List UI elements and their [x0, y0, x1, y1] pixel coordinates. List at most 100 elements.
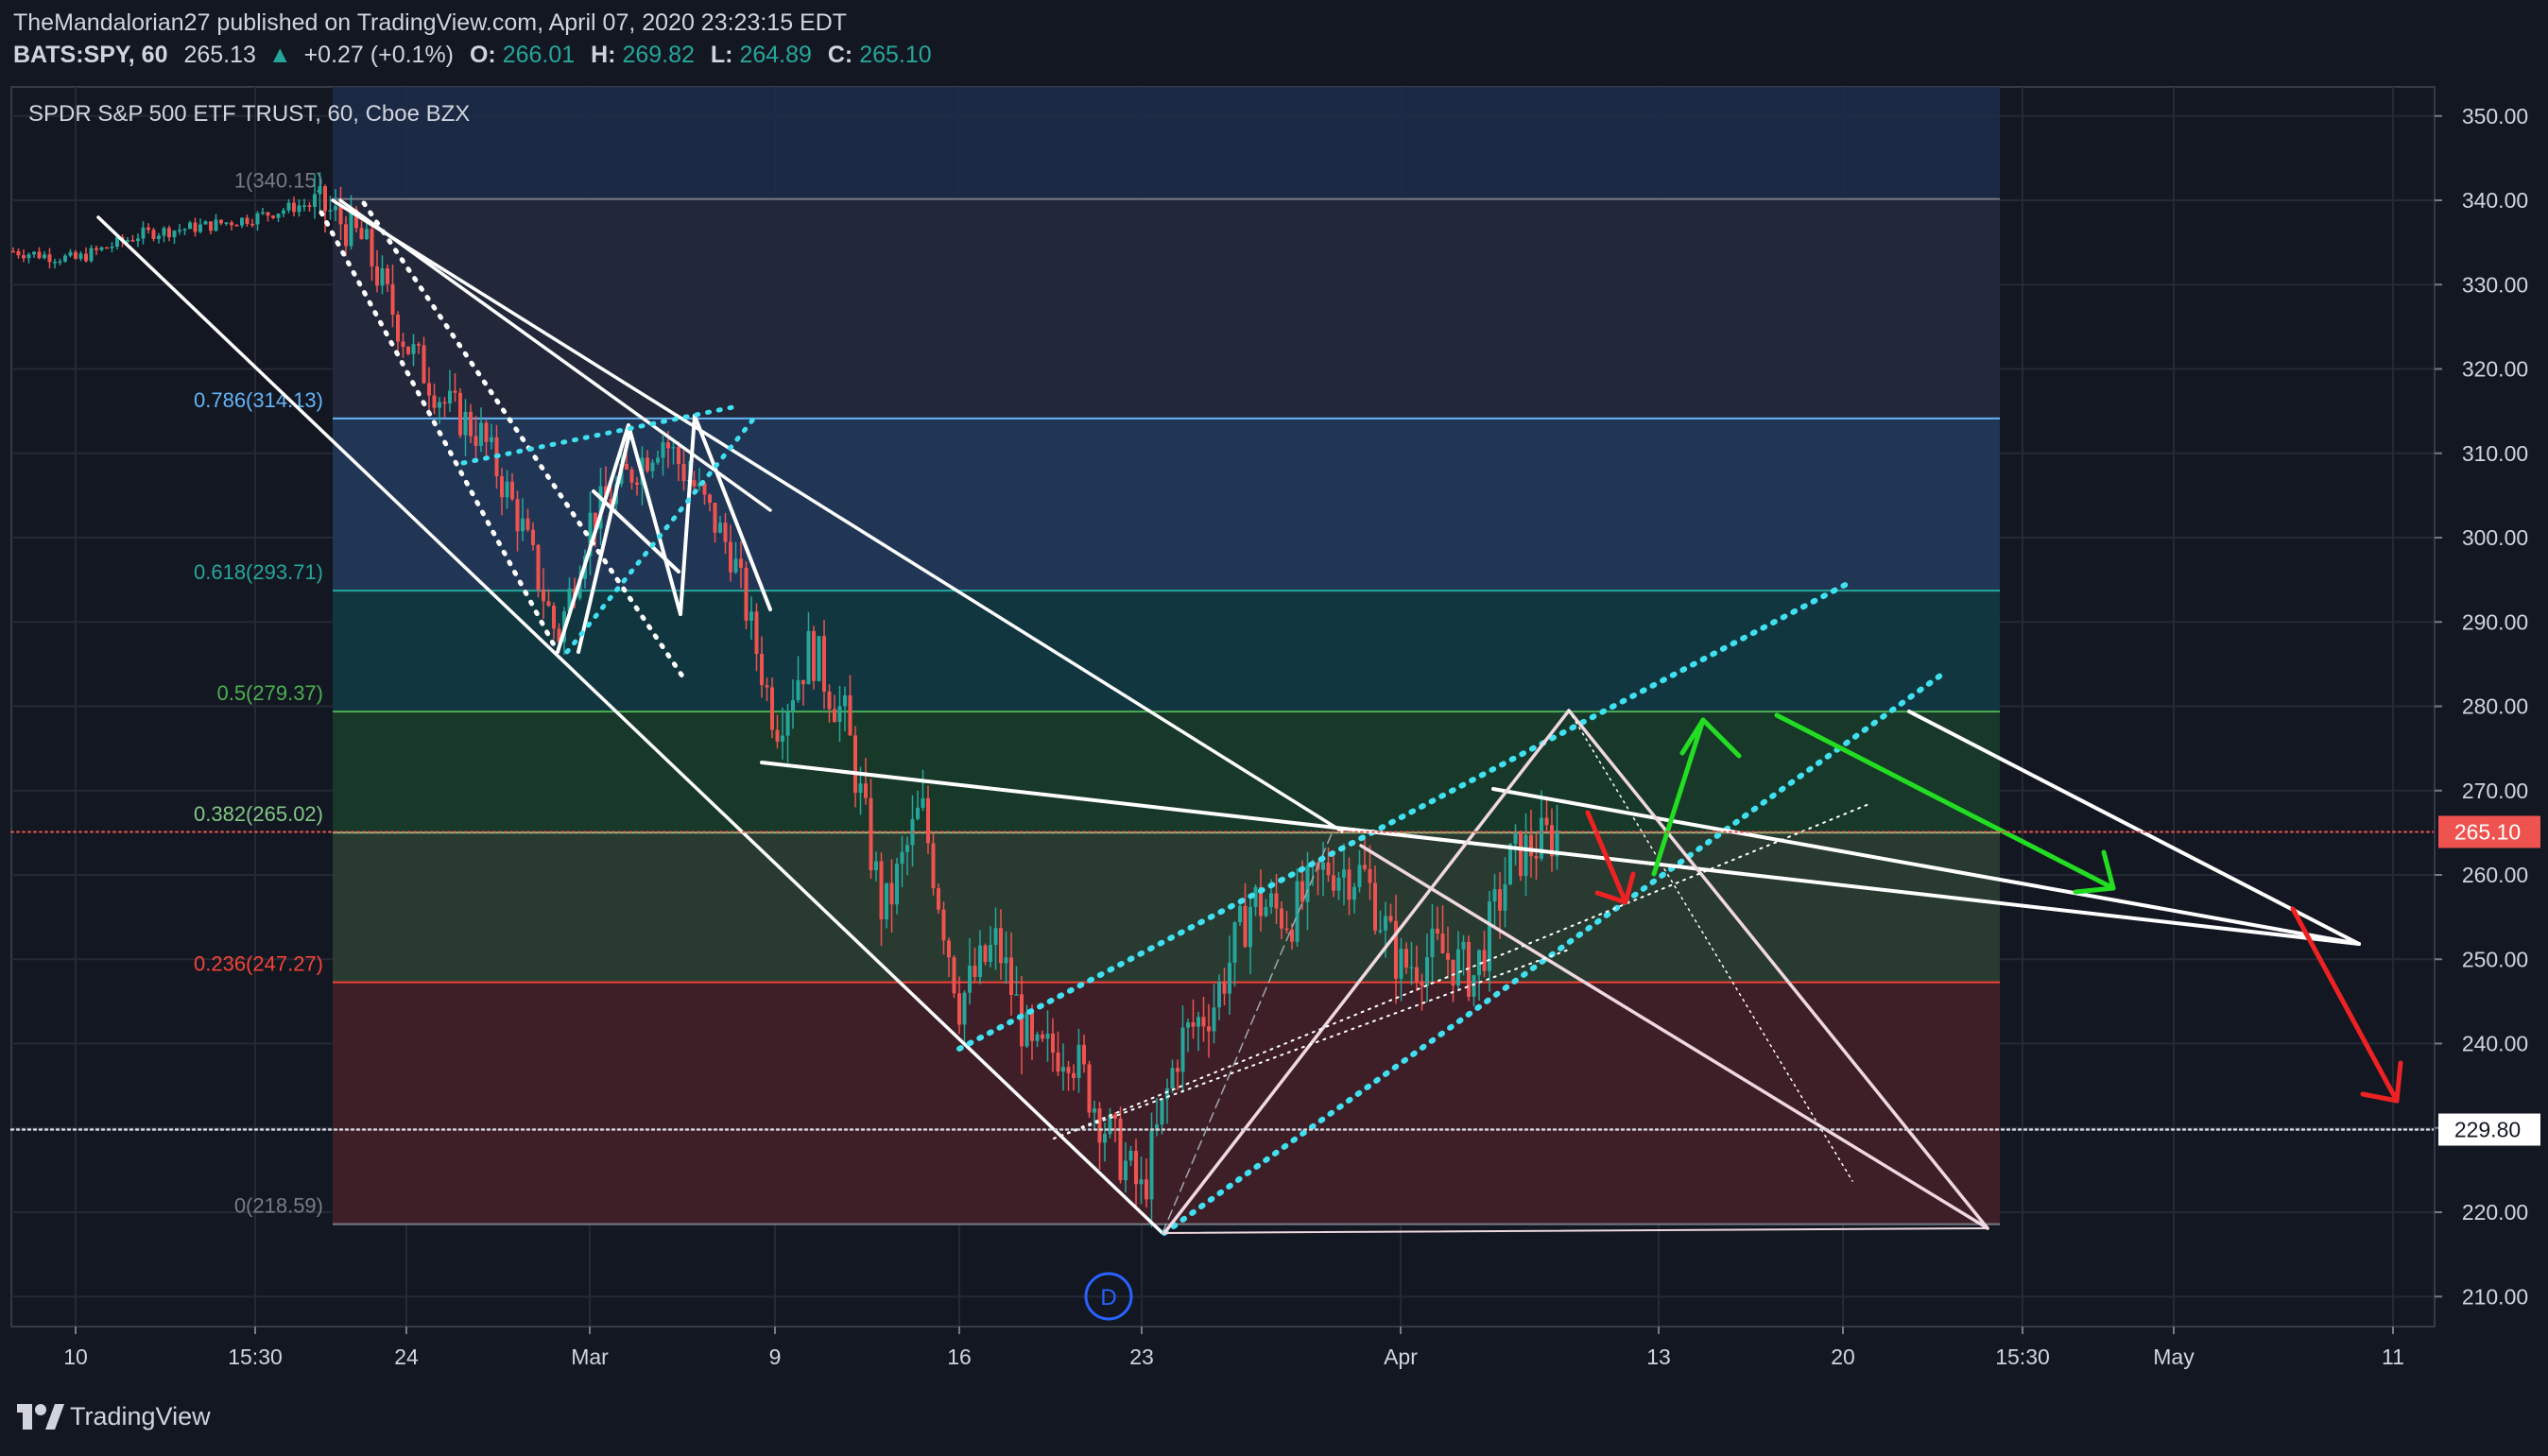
candle-body — [1197, 1017, 1200, 1027]
candle-body — [812, 630, 816, 681]
candle-body — [708, 494, 712, 504]
candle-body — [733, 558, 738, 573]
drawings — [9, 198, 2436, 1236]
candle-body — [490, 437, 493, 442]
candle-body — [744, 567, 749, 621]
candle-body — [588, 512, 593, 557]
price-change: +0.27 (+0.1%) — [304, 42, 454, 68]
candle-body — [37, 251, 42, 259]
candle-body — [781, 735, 784, 742]
candle-body — [1373, 882, 1377, 931]
candle-body — [1472, 975, 1476, 997]
price-tick-label: 240.00 — [2462, 1032, 2528, 1056]
candle-body — [1118, 1118, 1123, 1181]
candle-body — [635, 482, 639, 486]
candle-body — [203, 221, 208, 225]
candle-body — [1461, 941, 1466, 950]
candle-body — [1030, 1012, 1034, 1041]
close-label: C: — [828, 42, 852, 68]
fibonacci-retracement: 1(340.15) 0.786(314.13) 0.618(293.71) 0.5(2… — [194, 87, 2000, 1225]
candle-body — [16, 250, 21, 256]
chart-legend-title[interactable]: SPDR S&P 500 ETF TRUST, 60, Cboe BZX — [28, 101, 470, 127]
candle-body — [1035, 1034, 1040, 1041]
candle-body — [1524, 834, 1528, 877]
candle-body — [885, 882, 888, 919]
candle-body — [598, 486, 603, 529]
candle-body — [853, 735, 857, 794]
fib-level-label: 0.5(279.37) — [216, 681, 323, 705]
candle-body — [837, 706, 842, 723]
candle-body — [1399, 949, 1403, 979]
dividend-marker-label: D — [1100, 1285, 1116, 1310]
candle-body — [105, 247, 109, 249]
candle-body — [1498, 889, 1502, 911]
level-badge — [2438, 1113, 2540, 1146]
candle-body — [937, 888, 940, 910]
cyan-channel-line — [460, 403, 740, 466]
dividend-marker[interactable]: D — [1084, 1272, 1133, 1321]
candle-body — [1201, 1017, 1206, 1027]
trend-line — [627, 423, 682, 616]
candle-body — [713, 503, 717, 533]
candle-body — [1259, 886, 1263, 916]
candle-body — [255, 213, 260, 225]
candle-body — [89, 248, 94, 262]
candle-body — [43, 254, 46, 259]
candle-body — [1165, 1088, 1169, 1100]
candle-body — [354, 209, 358, 229]
price-tick-label: 220.00 — [2462, 1200, 2528, 1225]
candle-body — [22, 255, 26, 259]
candle-body — [577, 578, 582, 599]
candle-body — [68, 251, 73, 256]
tradingview-logo-icon — [17, 1404, 64, 1430]
candle-body — [515, 499, 520, 532]
time-tick-label: 23 — [1129, 1345, 1154, 1369]
candle-body — [1253, 886, 1258, 907]
candle-body — [1295, 881, 1300, 942]
candle-body — [1155, 1124, 1159, 1131]
candle-body — [1051, 1033, 1055, 1053]
candle-body — [1009, 957, 1013, 995]
candle-body — [677, 447, 680, 465]
candle-body — [1124, 1160, 1128, 1181]
candle-body — [286, 202, 291, 211]
candle-body — [1404, 949, 1408, 968]
candle-body — [723, 522, 728, 542]
candle-body — [1540, 817, 1543, 859]
candle-body — [775, 729, 780, 742]
candle-body — [193, 222, 198, 232]
fib-level-label: 0.618(293.71) — [194, 560, 323, 584]
candle-body — [53, 262, 57, 264]
candle-body — [1430, 928, 1435, 958]
candle-body — [968, 966, 972, 993]
candle-body — [47, 254, 52, 263]
candle-body — [552, 606, 556, 629]
candle-body — [422, 345, 426, 384]
candle-body — [500, 476, 504, 498]
candle-body — [370, 229, 374, 267]
candle-body — [957, 993, 961, 1025]
candle-body — [328, 210, 333, 212]
candle-body — [1097, 1108, 1102, 1143]
candle-body — [729, 541, 732, 573]
candle-body — [1456, 949, 1460, 986]
time-tick-label: 20 — [1831, 1345, 1855, 1369]
candle-body — [250, 223, 254, 226]
time-tick-label: 24 — [394, 1345, 419, 1369]
candle-body — [136, 238, 140, 242]
candle-body — [1415, 967, 1419, 982]
candle-body — [344, 224, 348, 247]
candle-body — [266, 212, 270, 216]
candle-body — [172, 231, 177, 238]
candle-body — [889, 882, 894, 905]
candle-body — [629, 469, 634, 483]
candle-body — [1176, 1068, 1179, 1072]
candle-body — [1024, 1012, 1029, 1047]
candle-body — [900, 851, 904, 865]
candle-body — [1451, 959, 1455, 986]
candle-body — [905, 845, 909, 852]
candle-body — [671, 447, 676, 449]
symbol-line: BATS:SPY, 60 265.13 ▲ +0.27 (+0.1%) O: 2… — [13, 42, 932, 68]
candle-body — [505, 481, 509, 498]
